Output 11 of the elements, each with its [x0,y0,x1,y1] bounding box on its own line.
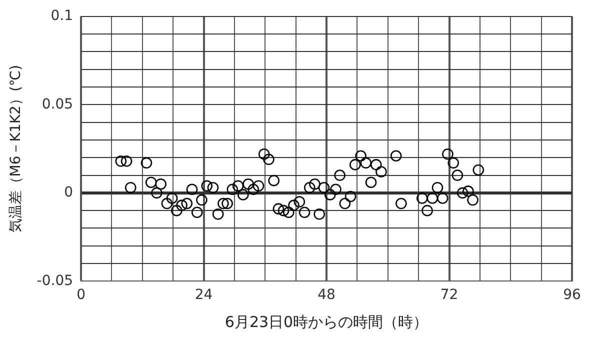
y-tick-label: 0.05 [42,96,74,112]
x-tick-label: 96 [563,287,581,304]
y-tick-label: 0.1 [50,8,74,24]
x-axis-title: 6月23日0時からの時間（時） [224,312,428,331]
x-tick-label: 72 [440,287,458,304]
y-tick-label: 0 [64,184,74,201]
y-tick-label: -0.05 [36,272,74,289]
x-tick-label: 48 [318,287,336,304]
y-axis-title: 気温差（M6－K1K2）(℃) [8,64,24,233]
x-tick-label: 24 [194,287,213,304]
x-tick-label: 0 [76,287,86,304]
